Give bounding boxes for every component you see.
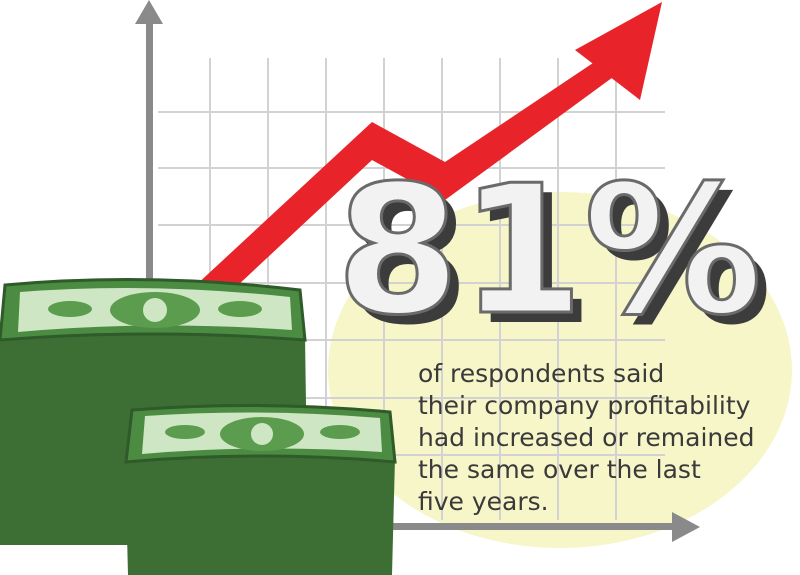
highlight-ellipse — [328, 192, 792, 548]
stat-shadow: 81% — [346, 157, 772, 364]
money-stack — [124, 403, 397, 575]
stat: 81% — [336, 147, 762, 354]
caption-line: had increased or remained — [418, 423, 755, 452]
caption-line: five years. — [418, 487, 549, 516]
caption-line: their company profitability — [418, 391, 751, 420]
trend-arrow — [180, 2, 662, 300]
caption: of respondents said their company profit… — [418, 359, 755, 516]
caption-line: the same over the last — [418, 455, 701, 484]
caption-line: of respondents said — [418, 359, 664, 388]
axes — [135, 0, 700, 542]
